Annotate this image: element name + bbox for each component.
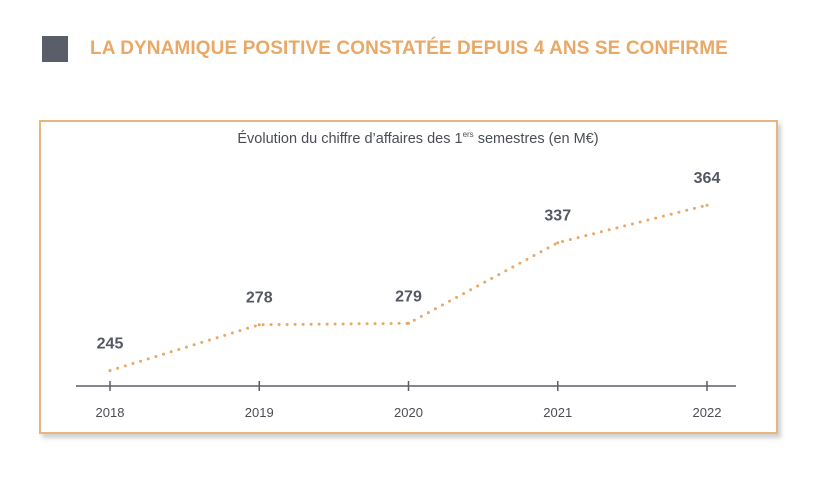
tick-labels: 2018 2019 2020 2021 2022 [96,405,722,420]
data-point [257,323,261,327]
data-label: 245 [97,336,124,353]
data-label: 279 [395,288,422,305]
x-tick-label: 2022 [693,405,722,420]
x-axis [76,381,736,391]
chart-title-main: Évolution du chiffre d’affaires des 1 [237,131,463,147]
chart-title: Évolution du chiffre d’affaires des 1ers… [0,130,836,147]
data-label: 278 [246,290,273,307]
x-tick-label: 2021 [543,405,572,420]
x-tick-label: 2018 [96,405,125,420]
data-point [407,321,410,325]
data-point [705,203,709,207]
data-point [556,241,560,245]
x-tick-label: 2020 [394,405,423,420]
data-label: 337 [544,208,571,225]
data-labels: 245 278 279 337 364 [97,170,721,352]
data-point [108,369,112,373]
chart-title-suffix: semestres (en M€) [473,131,599,147]
chart-title-superscript: ers [462,130,474,139]
x-tick-label: 2019 [245,405,274,420]
series-group [108,203,709,373]
slide-header: LA DYNAMIQUE POSITIVE CONSTATÉE DEPUIS 4… [42,36,728,62]
data-label: 364 [694,170,721,187]
header-square-icon [42,36,68,62]
page-title: LA DYNAMIQUE POSITIVE CONSTATÉE DEPUIS 4… [90,38,728,59]
